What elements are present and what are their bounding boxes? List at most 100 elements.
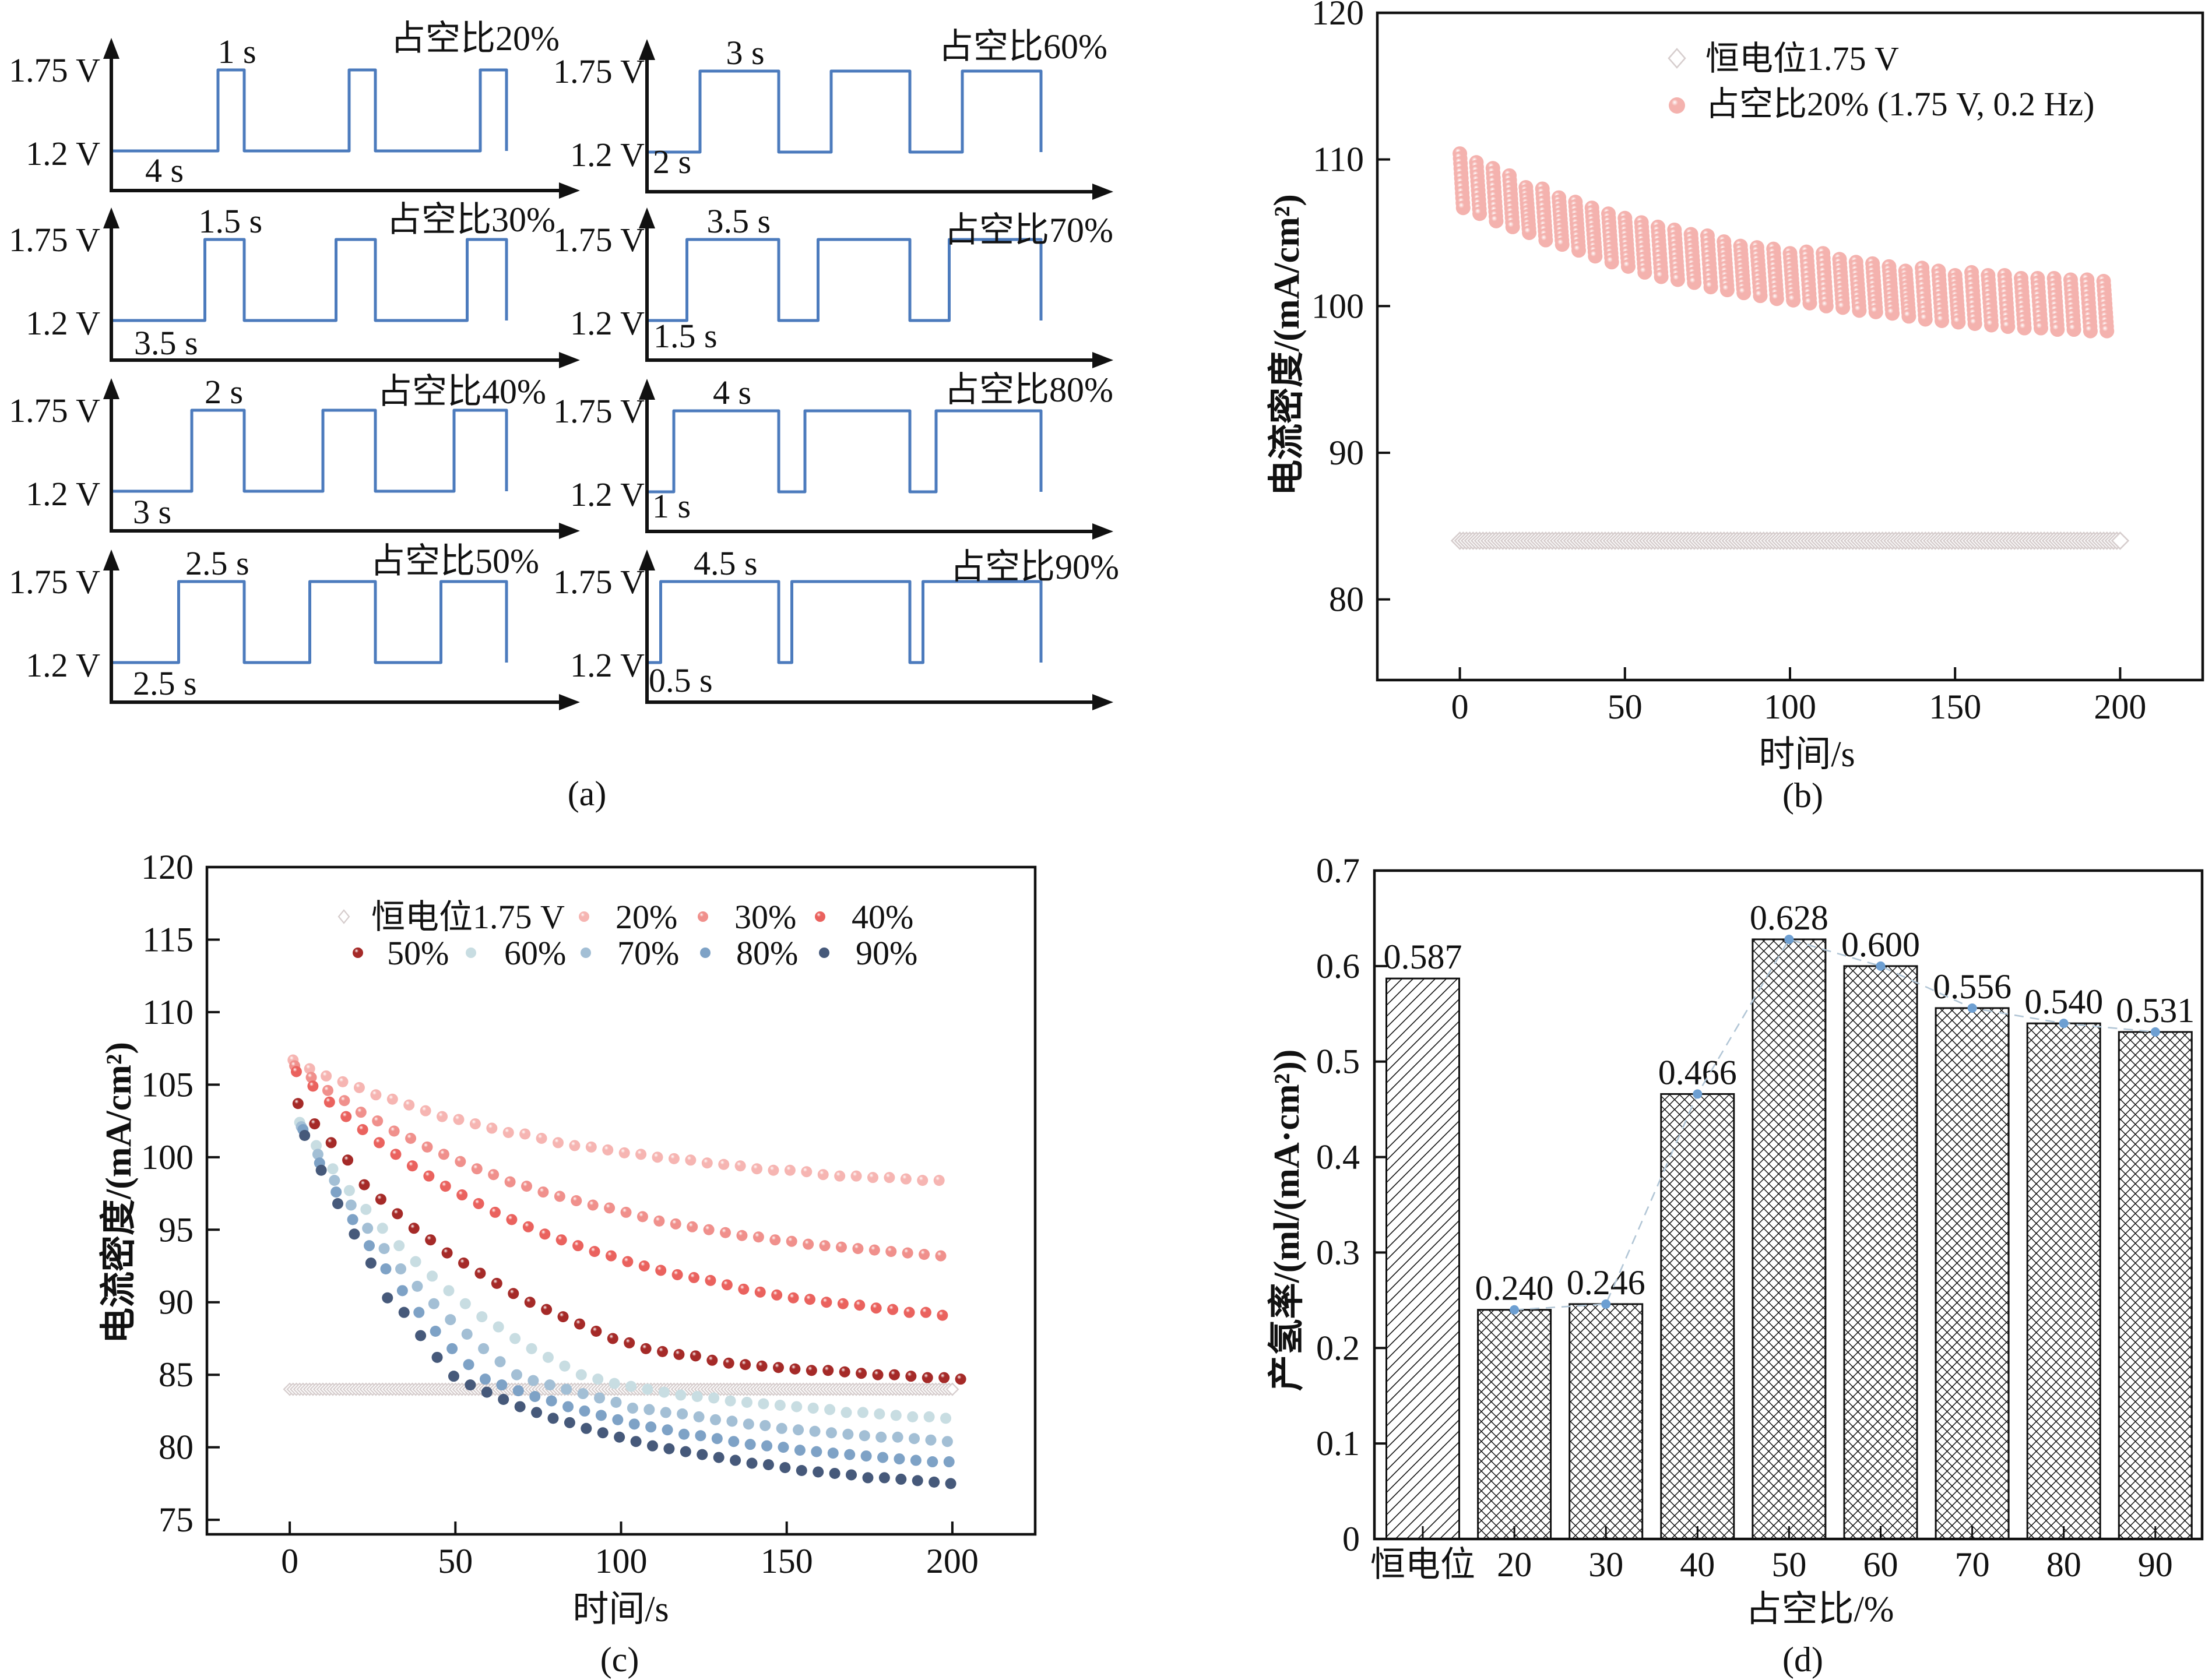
data-point xyxy=(461,1329,473,1340)
data-point xyxy=(772,1362,784,1373)
data-point xyxy=(1620,259,1636,274)
legend-circle-icon xyxy=(581,948,591,958)
data-point xyxy=(340,1111,352,1122)
pulse-column xyxy=(1964,265,1982,331)
data-point xyxy=(1670,272,1685,287)
pulse-column xyxy=(1749,240,1768,304)
data-point xyxy=(509,1333,521,1344)
data-point xyxy=(867,1172,878,1184)
data-point xyxy=(458,1258,470,1269)
x-tick-label: 100 xyxy=(1764,688,1816,726)
data-point xyxy=(345,1199,357,1211)
duty-cycle-title: 占空比80% xyxy=(944,371,1113,409)
data-point xyxy=(587,1199,599,1211)
data-point xyxy=(859,1430,870,1442)
data-point xyxy=(423,1170,435,1182)
legend-entry: 40% xyxy=(815,898,913,936)
data-point xyxy=(941,1436,953,1447)
waveform-subplot-20: 1.75 V 1.2 V 1 s 4 s 占空比20% xyxy=(9,19,580,199)
data-point xyxy=(469,1118,481,1130)
x-tick-label: 150 xyxy=(1929,688,1981,726)
bar-value-label: 0.540 xyxy=(2024,982,2103,1021)
data-point xyxy=(504,1176,516,1188)
x-axis-arrow-icon xyxy=(559,523,580,539)
data-point xyxy=(622,1256,634,1267)
series-duty-60 xyxy=(294,1117,952,1424)
data-point xyxy=(347,1214,358,1225)
data-point xyxy=(635,1149,647,1160)
data-point xyxy=(774,1399,786,1411)
data-point-diamond xyxy=(945,1382,959,1396)
data-point xyxy=(776,1422,787,1434)
data-point xyxy=(1852,303,1867,318)
data-point xyxy=(678,1428,690,1440)
data-point xyxy=(705,1274,716,1286)
legend-label: 50% xyxy=(387,934,449,972)
voltage-waveform xyxy=(113,408,508,493)
data-point xyxy=(668,1153,680,1164)
waveform-subplot-30: 1.75 V 1.2 V 1.5 s 3.5 s 占空比30% xyxy=(9,200,580,368)
data-point xyxy=(804,1294,815,1305)
waveform-subplot-90: 1.75 V 1.2 V 4.5 s 0.5 s 占空比90% xyxy=(553,544,1119,710)
data-point xyxy=(585,1141,597,1153)
data-point xyxy=(769,1234,781,1246)
data-point xyxy=(655,1265,667,1276)
data-point xyxy=(465,1379,476,1391)
pulse-column xyxy=(1898,263,1916,324)
data-point xyxy=(574,1318,585,1330)
data-point xyxy=(546,1395,557,1407)
duty-cycle-title: 占空比90% xyxy=(950,548,1119,586)
data-point-diamond xyxy=(2111,531,2130,550)
data-point xyxy=(1918,312,1933,327)
pulse-column xyxy=(1832,252,1851,315)
voltage-waveform xyxy=(649,69,1043,154)
data-point xyxy=(751,1163,763,1175)
data-point xyxy=(657,1346,669,1357)
y-tick-label: 90 xyxy=(1329,434,1364,472)
y-tick-label: 95 xyxy=(159,1210,194,1249)
data-point xyxy=(643,1404,655,1415)
data-point xyxy=(529,1391,541,1403)
data-point xyxy=(396,1285,408,1297)
data-point xyxy=(453,1114,465,1125)
data-point xyxy=(671,1269,683,1280)
data-point xyxy=(508,1288,519,1299)
series-duty-20 xyxy=(1453,146,2115,339)
data-point xyxy=(329,1175,340,1186)
data-point xyxy=(620,1206,632,1218)
data-point xyxy=(673,1348,685,1360)
bar xyxy=(1935,1007,2010,1540)
data-point xyxy=(888,1369,900,1380)
data-point xyxy=(562,1401,574,1413)
data-point xyxy=(1835,300,1851,315)
trend-marker xyxy=(1601,1299,1611,1309)
data-point xyxy=(646,1440,658,1452)
data-point xyxy=(919,1249,930,1260)
data-point xyxy=(693,1411,705,1422)
data-point xyxy=(1687,275,1702,290)
data-point xyxy=(794,1445,806,1456)
duty-cycle-title: 占空比60% xyxy=(938,27,1107,66)
data-point xyxy=(803,1238,814,1250)
high-voltage-label: 1.75 V xyxy=(553,221,645,259)
data-point xyxy=(920,1306,931,1318)
x-tick-label: 50 xyxy=(1608,688,1643,726)
data-point xyxy=(581,1422,592,1434)
data-point xyxy=(1901,309,1916,324)
data-point xyxy=(907,1411,919,1422)
data-point xyxy=(2066,322,2081,337)
data-point xyxy=(743,1418,754,1430)
data-point xyxy=(738,1283,750,1295)
legend-circle-icon xyxy=(466,948,476,958)
low-time-label: 1.5 s xyxy=(653,317,718,355)
waveform-subplot-50: 1.75 V 1.2 V 2.5 s 2.5 s 占空比50% xyxy=(9,542,580,710)
bar-value-label: 0.246 xyxy=(1567,1263,1645,1302)
pulse-column xyxy=(1717,234,1735,298)
data-point xyxy=(878,1472,890,1484)
legend-label: 恒电位1.75 V xyxy=(371,898,565,936)
data-point xyxy=(456,1189,468,1201)
data-point xyxy=(362,1223,374,1234)
data-point xyxy=(493,1321,504,1333)
data-point xyxy=(561,1383,572,1395)
data-point xyxy=(713,1452,725,1463)
